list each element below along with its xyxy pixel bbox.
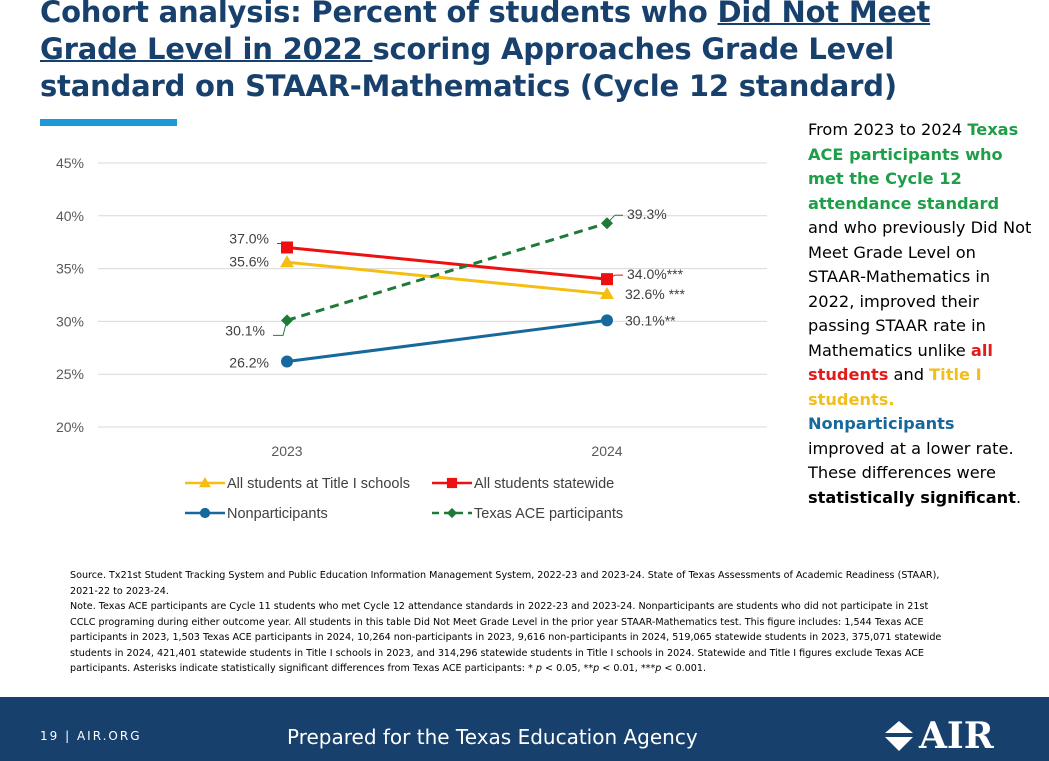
y-tick-label: 35% [56,261,84,277]
data-point-title_i [280,255,294,268]
title-prefix: Cohort analysis: Percent of students who [40,0,718,29]
series-line-statewide [286,245,608,281]
title-suffix: scoring Approaches Grade Level standard … [40,32,897,103]
line-chart: 20% 25% 30% 35% 40% 45% 2023 2024 35.6% 37.0% 30.1… [56,155,767,522]
air-logo: AIR [885,715,994,757]
prepared-for-text: Prepared for the Texas Education Agency [287,725,698,749]
data-point-nonparticipants [601,314,613,327]
series-line-nonparticipants [286,318,608,364]
legend-label-nonparticipants: Nonparticipants [227,506,328,522]
method-note: Note. Texas ACE participants are Cycle 1… [70,601,942,674]
data-label-statewide: 34.0%*** [627,266,684,282]
title-underlined: Did Not Meet Grade Level in 2022 [40,0,931,66]
legend-label-title_i: All students at Title I schools [227,476,410,492]
side-text-period: . [1015,487,1022,507]
page-title: Cohort analysis: Percent of students who… [40,0,1020,105]
title-accent-bar [40,119,177,126]
data-label-nonparticipants: 26.2% [229,355,269,371]
y-tick-label: 20% [56,419,84,435]
legend-marker-statewide [446,477,458,489]
side-text-body: and who previously Did Not Meet Grade Le… [808,218,1032,360]
chart-notes: Source. Tx21st Student Tracking System a… [70,568,950,677]
legend-marker-nonparticipants [199,507,211,519]
side-text-intro: From 2023 to 2024 [808,120,968,139]
data-label-nonparticipants: 30.1%** [625,312,676,328]
data-point-statewide [281,241,293,254]
data-point-nonparticipants [281,355,293,368]
label-leader [277,242,288,248]
y-tick-label: 30% [56,313,84,329]
side-summary: From 2023 to 2024 Texas ACE participants… [808,118,1033,510]
side-text-significant: statistically significant [808,487,1016,507]
series-line-title_i [286,260,608,296]
side-text-title-i: Title I students. [808,365,982,409]
data-label-title_i: 32.6% *** [625,286,685,302]
side-text-all-students: all students [808,340,993,385]
label-leader [606,274,623,280]
air-diamond-icon [885,721,913,751]
x-tick-label: 2024 [591,443,622,459]
side-text-ace: Texas ACE participants who met the Cycle… [808,120,1019,213]
source-note: Source. Tx21st Student Tracking System a… [70,570,940,597]
side-text-lower-rate: improved at a lower rate. These differen… [808,438,1014,483]
x-tick-label: 2023 [271,443,302,459]
data-point-title_i [600,286,614,299]
logo-text: AIR [919,715,994,757]
legend-label-ace: Texas ACE participants [474,506,623,522]
data-label-title_i: 35.6% [229,253,269,269]
label-leader [606,214,623,224]
y-tick-label: 45% [56,155,84,171]
page-number: 19 | AIR.ORG [40,729,142,743]
data-label-statewide: 37.0% [229,230,269,246]
footer-bar: 19 | AIR.ORG Prepared for the Texas Educ… [0,697,1049,761]
y-tick-label: 40% [56,208,84,224]
data-label-ace: 39.3% [627,206,667,222]
data-label-ace: 30.1% [225,322,265,338]
side-text-nonparticipants: Nonparticipants [808,414,955,433]
legend-label-statewide: All students statewide [474,476,614,492]
label-leader [273,320,288,336]
legend-marker-ace [446,507,458,519]
series-line-ace [286,221,608,322]
y-tick-label: 25% [56,366,84,382]
legend-marker-title_i [199,477,211,488]
side-text-and: and [888,365,930,384]
